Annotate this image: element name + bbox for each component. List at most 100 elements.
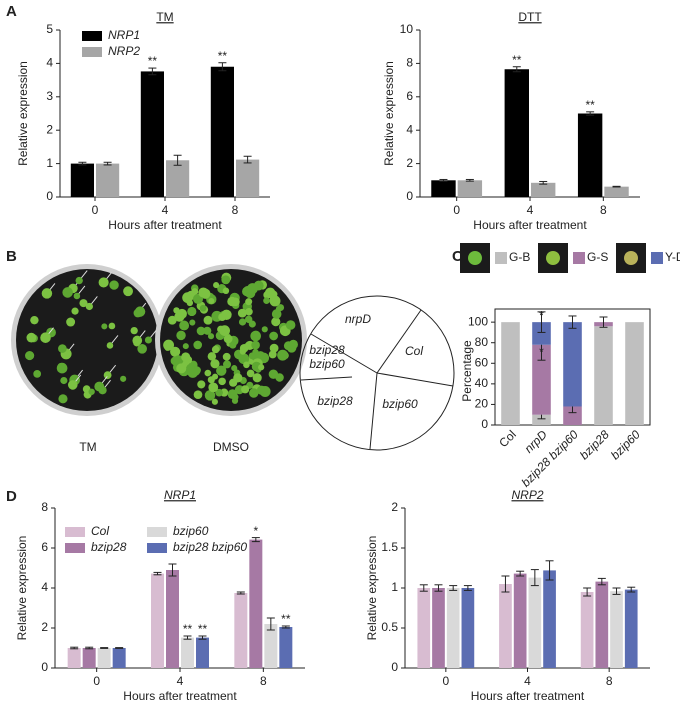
bar	[96, 163, 120, 197]
y-tick-label: 0	[406, 189, 413, 203]
y-tick-label: 2	[46, 122, 53, 136]
bar-segment	[532, 322, 551, 345]
seedling	[238, 318, 247, 326]
seedling	[251, 340, 260, 350]
bar	[82, 648, 96, 668]
bar	[67, 648, 81, 668]
seedling	[60, 376, 68, 385]
y-tick-label: 0	[46, 189, 53, 203]
x-axis-label: Hours after treatment	[108, 218, 222, 232]
seedling	[288, 339, 298, 350]
seedling	[186, 363, 195, 372]
bar	[249, 539, 263, 668]
bar	[234, 593, 248, 668]
y-tick-label: 8	[406, 56, 413, 70]
seedling	[211, 345, 220, 354]
legend-label: G-B	[509, 250, 530, 264]
significance-label: *	[253, 524, 258, 538]
bar	[264, 624, 278, 668]
seedling	[268, 369, 279, 379]
bar-segment	[594, 326, 613, 425]
seedling	[187, 306, 197, 317]
chart-title: NRP1	[164, 488, 196, 502]
y-axis-label: Relative expression	[382, 61, 396, 166]
seedling	[26, 332, 37, 343]
bar	[70, 163, 94, 197]
layout-label: Col	[404, 344, 423, 358]
bar	[417, 588, 431, 668]
y-tick-label: 1.5	[381, 540, 398, 554]
x-tick-label: 8	[260, 674, 267, 688]
significance-label: **	[585, 98, 595, 112]
seedling	[233, 373, 243, 383]
legend-swatch	[65, 543, 85, 553]
y-tick-label: 2	[391, 500, 398, 514]
seedling	[271, 317, 281, 327]
seedling	[223, 334, 233, 344]
seedling	[203, 315, 213, 325]
seedling	[218, 377, 226, 386]
seedlings	[25, 270, 298, 405]
bar	[595, 581, 609, 668]
seedling	[211, 398, 218, 405]
x-tick-label: 4	[527, 203, 534, 217]
bar	[431, 180, 456, 197]
significance-label: *	[539, 308, 544, 322]
seedling	[98, 277, 109, 288]
x-tick-label: 0	[453, 203, 460, 217]
seedling	[193, 366, 201, 374]
panel-label: B	[6, 248, 17, 265]
seedling	[88, 388, 95, 395]
y-tick-label: 4	[46, 56, 53, 70]
legend-swatch	[573, 252, 585, 264]
seedling	[245, 298, 253, 306]
seedling	[109, 280, 119, 290]
seedling	[41, 288, 53, 299]
legend-swatch	[147, 527, 167, 537]
bar	[140, 71, 164, 197]
x-tick-label: 4	[524, 674, 531, 688]
x-tick-label: 8	[606, 674, 613, 688]
chart-title: NRP2	[511, 488, 543, 502]
layout-label: bzip28	[317, 394, 353, 408]
seedling	[264, 287, 276, 299]
x-tick-label: 0	[442, 674, 449, 688]
x-tick-label: 4	[177, 674, 184, 688]
seedling	[261, 326, 268, 333]
legend-label: bzip60	[173, 524, 209, 538]
seedling	[181, 352, 191, 362]
layout-label: nrpD	[344, 312, 371, 326]
seedling	[30, 315, 39, 325]
seedling	[216, 365, 227, 376]
seedling	[75, 276, 83, 285]
seedling	[67, 380, 78, 390]
legend-label: Y-D	[665, 250, 680, 264]
seedling	[73, 292, 81, 300]
bar	[457, 180, 483, 197]
bar	[181, 637, 194, 668]
seedling	[130, 326, 138, 335]
seedling	[231, 397, 239, 404]
bar	[499, 584, 512, 668]
seedling	[249, 388, 259, 398]
seedling	[58, 344, 67, 353]
seedling	[204, 369, 212, 377]
seedling	[144, 336, 152, 344]
legend-swatch	[147, 543, 167, 553]
legend-label: bzip28	[91, 540, 127, 554]
y-axis-label: Relative expression	[15, 536, 29, 641]
layout-label: bzip28 bzip60	[309, 343, 345, 371]
seedling	[170, 346, 181, 357]
seedling	[58, 394, 68, 404]
bar	[610, 591, 623, 668]
y-axis-label: Relative expression	[365, 536, 379, 641]
seedling	[244, 315, 253, 324]
x-tick-label: Col	[496, 427, 519, 450]
seedling	[210, 359, 220, 369]
x-tick-label: 4	[162, 203, 169, 217]
legend-label: Col	[91, 524, 109, 538]
seedling	[173, 355, 184, 365]
seedling	[227, 389, 238, 400]
bar-segment	[563, 406, 582, 425]
significance-label: *	[539, 345, 544, 359]
